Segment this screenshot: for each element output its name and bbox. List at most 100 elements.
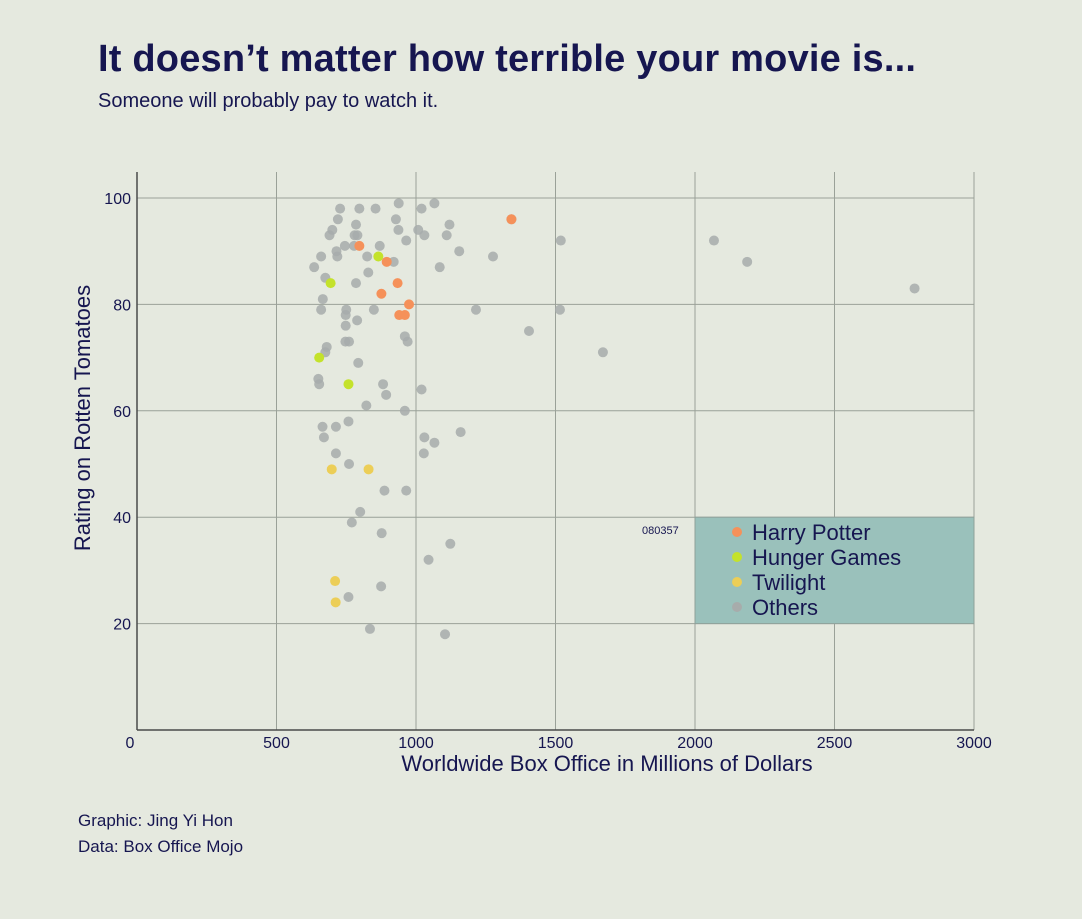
legend-box-layer (694, 516, 975, 625)
x-tick-label: 1000 (398, 735, 434, 752)
point-others (335, 203, 346, 214)
grid-layer (137, 172, 975, 730)
point-others (314, 379, 325, 390)
point-others (355, 506, 366, 517)
point-others (332, 214, 343, 225)
point-others (340, 320, 351, 331)
point-others (454, 246, 465, 257)
legend-box (694, 516, 975, 625)
point-others (317, 294, 328, 305)
point-others (352, 315, 363, 326)
point-others (440, 629, 451, 640)
axis-layer: 0 500 1000 1500 2000 2500 3000 20 40 60 80 100 (104, 172, 992, 752)
legend-marker (732, 527, 742, 537)
point-others (351, 219, 362, 230)
point-others (444, 219, 455, 230)
point-harry-potter (381, 256, 392, 267)
y-tick-label: 40 (113, 510, 131, 527)
point-others (363, 267, 374, 278)
point-others (316, 304, 327, 315)
point-others (390, 214, 401, 225)
point-others (362, 251, 373, 262)
point-others (316, 251, 327, 262)
point-hunger-games (325, 278, 336, 289)
point-others (416, 203, 427, 214)
x-tick-label: 0 (126, 735, 135, 752)
point-others (330, 421, 341, 432)
point-others (344, 336, 355, 347)
point-harry-potter (404, 299, 415, 310)
point-others (488, 251, 499, 262)
point-others (455, 427, 466, 438)
point-others (419, 230, 430, 241)
chart-subtitle: Someone will probably pay to watch it. (98, 90, 439, 112)
legend-code: 080357 (642, 525, 679, 537)
point-others (742, 256, 753, 267)
points-layer (309, 198, 920, 640)
point-others (401, 485, 412, 496)
y-tick-label: 60 (113, 404, 131, 421)
point-hunger-games (373, 251, 384, 262)
graphic-credit: Graphic: Jing Yi Hon (78, 811, 233, 830)
point-others (353, 357, 364, 368)
point-harry-potter (376, 288, 387, 299)
point-others (393, 198, 404, 209)
point-others (332, 251, 343, 262)
point-others (418, 448, 429, 459)
point-others (368, 304, 379, 315)
point-others (423, 554, 434, 565)
point-others (309, 262, 320, 273)
point-others (339, 240, 350, 251)
point-harry-potter (399, 310, 410, 321)
point-others (416, 384, 427, 395)
point-others (445, 538, 456, 549)
y-tick-label: 100 (104, 191, 131, 208)
point-others (340, 310, 351, 321)
point-others (393, 224, 404, 235)
legend-marker (732, 602, 742, 612)
point-others (555, 235, 566, 246)
point-others (381, 389, 392, 400)
y-axis-label: Rating on Rotten Tomatoes (70, 285, 95, 551)
x-tick-label: 2500 (817, 735, 853, 752)
point-twilight (326, 464, 337, 475)
point-others (351, 278, 362, 289)
legend-label: Harry Potter (752, 520, 871, 545)
point-others (324, 230, 335, 241)
data-source-credit: Data: Box Office Mojo (78, 837, 244, 856)
point-others (330, 448, 341, 459)
point-others (401, 235, 412, 246)
point-others (597, 347, 608, 358)
point-others (399, 405, 410, 416)
legend-label: Others (752, 595, 818, 620)
x-axis-label: Worldwide Box Office in Millions of Doll… (401, 751, 812, 776)
point-others (402, 336, 413, 347)
point-others (374, 240, 385, 251)
point-others (346, 517, 357, 528)
point-others (344, 459, 355, 469)
point-twilight (330, 597, 341, 608)
point-others (376, 581, 387, 592)
x-tick-label: 500 (263, 735, 290, 752)
point-others (370, 203, 381, 214)
point-others (419, 432, 430, 443)
legend-marker (732, 577, 742, 587)
chart-title: It doesn’t matter how terrible your movi… (98, 38, 917, 80)
point-harry-potter (506, 214, 517, 225)
point-others (364, 623, 375, 634)
point-others (318, 432, 329, 443)
point-others (361, 400, 372, 411)
point-others (429, 198, 440, 209)
point-others (376, 528, 387, 539)
x-tick-label: 2000 (677, 735, 713, 752)
y-tick-label: 80 (113, 297, 131, 314)
point-hunger-games (314, 352, 325, 363)
point-twilight (363, 464, 374, 475)
credits: Graphic: Jing Yi Hon Data: Box Office Mo… (78, 808, 243, 860)
point-others (388, 256, 399, 267)
point-others (441, 230, 452, 241)
x-tick-label: 3000 (956, 735, 992, 752)
point-others (434, 262, 445, 273)
